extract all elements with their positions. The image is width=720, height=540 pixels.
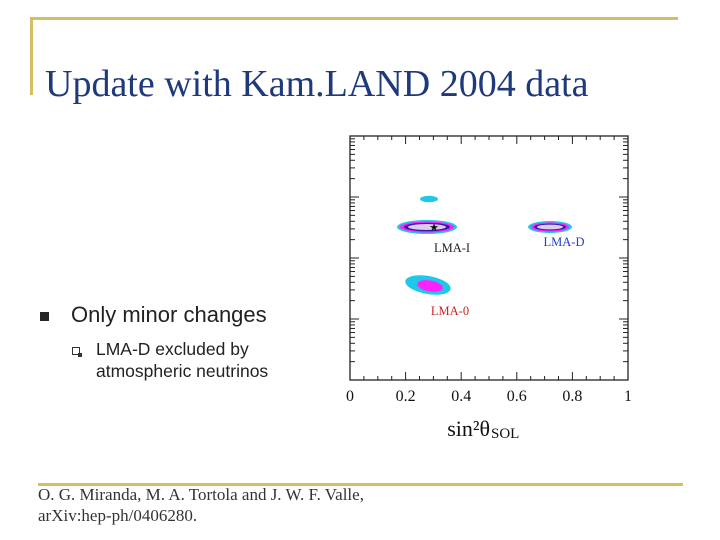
x-tick-labels: 0 0.2 0.4 0.6 0.8 1 <box>346 388 632 405</box>
label-lma-0: LMA-0 <box>431 304 469 318</box>
sub-bullet-marker <box>72 347 82 357</box>
x-tick-label: 0.4 <box>451 388 471 405</box>
x-axis-label: sin²θ <box>447 416 490 441</box>
label-lma-i: LMA-I <box>434 241 470 255</box>
best-fit-star-icon: ★ <box>429 222 439 234</box>
top-blob-outer <box>420 195 438 203</box>
bottom-frame-line <box>38 483 683 486</box>
plot-frame <box>349 135 629 381</box>
contour-plot: ★ LMA-I LMA-D LMA-0 0 0.2 0.4 0.6 0.8 1 sin²θ… <box>346 135 632 442</box>
slide-title: Update with Kam.LAND 2004 data <box>45 63 589 105</box>
region-lma-d <box>528 221 572 233</box>
lma-i-core <box>408 224 446 230</box>
lma-0-middle <box>417 280 443 292</box>
citation: O. G. Miranda, M. A. Tortola and J. W. F… <box>38 484 498 526</box>
x-axis-label-main: sin²θ <box>447 416 490 441</box>
bullet-marker <box>40 312 49 321</box>
x-tick-label: 0 <box>346 388 354 405</box>
region-lma-0 <box>405 275 451 295</box>
axis-ticks <box>349 136 629 381</box>
x-axis-label-sub: SOL <box>491 426 519 442</box>
region-lma-i: ★ <box>397 220 457 234</box>
sub-bullet-text: LMA-D excluded by atmospheric neutrinos <box>96 339 269 381</box>
left-frame-line <box>30 17 33 95</box>
label-lma-d: LMA-D <box>544 235 585 249</box>
citation-line-2: arXiv:hep-ph/0406280. <box>38 506 198 525</box>
x-tick-label: 0.8 <box>562 388 582 405</box>
x-tick-label: 0.6 <box>507 388 527 405</box>
top-frame-line <box>30 17 678 20</box>
x-tick-label: 0.2 <box>396 388 416 405</box>
citation-line-1: O. G. Miranda, M. A. Tortola and J. W. F… <box>38 485 364 504</box>
bullet-text: Only minor changes <box>71 302 267 327</box>
region-top-blob <box>420 195 438 203</box>
lma-d-core <box>537 224 563 230</box>
x-tick-label: 1 <box>624 388 632 405</box>
